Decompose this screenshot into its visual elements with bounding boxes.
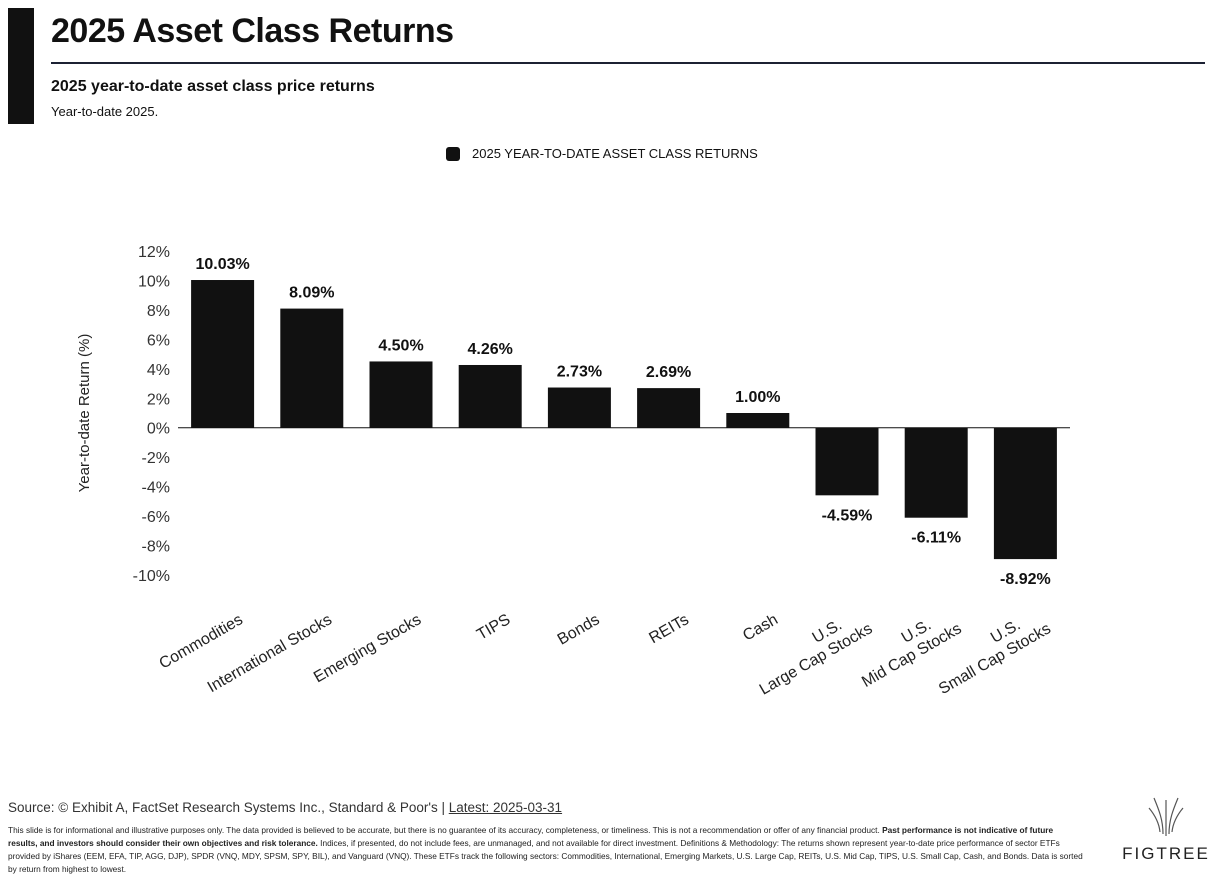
y-tick-label: -10% bbox=[133, 568, 170, 585]
data-label: 8.09% bbox=[289, 285, 334, 302]
bar bbox=[280, 308, 344, 428]
y-tick-label: -6% bbox=[142, 509, 170, 526]
disclaimer-bold-text: Past performance is not indicative of fu… bbox=[8, 825, 1054, 848]
x-tick-label: TIPS bbox=[474, 611, 513, 644]
disclaimer: This slide is for informational and illu… bbox=[8, 824, 1083, 876]
figtree-logo: FIGTREE bbox=[1118, 794, 1214, 866]
bar bbox=[904, 427, 968, 518]
bar bbox=[547, 387, 611, 428]
data-label: 2.73% bbox=[557, 364, 602, 381]
y-tick-label: 12% bbox=[138, 244, 170, 261]
source-date-link[interactable]: Latest: 2025-03-31 bbox=[448, 800, 563, 815]
x-tick-label-line: Bonds bbox=[555, 611, 603, 648]
chart-legend: 2025 YEAR-TO-DATE ASSET CLASS RETURNS bbox=[446, 146, 758, 161]
y-tick-label: 10% bbox=[138, 273, 170, 290]
bar bbox=[815, 427, 879, 496]
y-tick-label: 4% bbox=[147, 362, 170, 379]
x-tick-label: REITs bbox=[646, 611, 691, 647]
data-label: 2.69% bbox=[646, 364, 691, 381]
source-note: Source: © Exhibit A, FactSet Research Sy… bbox=[8, 800, 562, 815]
logo-wordmark: FIGTREE bbox=[1122, 844, 1210, 863]
y-tick-label: -2% bbox=[142, 450, 170, 467]
x-tick-label-line: TIPS bbox=[474, 611, 513, 644]
chart-subtitle: 2025 year-to-date asset class price retu… bbox=[51, 78, 375, 95]
bar bbox=[191, 280, 255, 428]
legend-label: 2025 YEAR-TO-DATE ASSET CLASS RETURNS bbox=[472, 146, 758, 161]
title-divider bbox=[51, 62, 1205, 64]
data-label: -8.92% bbox=[1000, 571, 1051, 588]
y-tick-label: 2% bbox=[147, 391, 170, 408]
y-tick-label: -8% bbox=[142, 539, 170, 556]
data-label: 1.00% bbox=[735, 389, 780, 406]
data-label: 4.50% bbox=[378, 337, 423, 354]
page-title: 2025 Asset Class Returns bbox=[51, 12, 454, 50]
x-tick-label: Cash bbox=[740, 611, 781, 644]
disclaimer-text-1: This slide is for informational and illu… bbox=[8, 825, 883, 835]
x-tick-label-line: REITs bbox=[646, 611, 691, 647]
bar bbox=[458, 364, 522, 428]
y-tick-label: 6% bbox=[147, 332, 170, 349]
data-label: 4.26% bbox=[468, 341, 513, 358]
data-label: 10.03% bbox=[195, 256, 249, 273]
period-note: Year-to-date 2025. bbox=[51, 104, 159, 119]
bar bbox=[369, 361, 433, 428]
bar bbox=[726, 413, 790, 428]
legend-swatch bbox=[446, 146, 460, 161]
bar-chart: 12% 10% 8% 6% 4% 2% 0% -2% -4% -6% -8% -10% Year-to-… bbox=[76, 244, 1070, 699]
x-tick-label-line: Commodities bbox=[156, 611, 245, 672]
y-tick-label: 8% bbox=[147, 303, 170, 320]
x-tick-label: U.S.Small Cap Stocks bbox=[927, 604, 1054, 698]
data-label: -4.59% bbox=[822, 507, 873, 524]
x-tick-label: Commodities bbox=[156, 611, 245, 672]
bar bbox=[637, 388, 701, 428]
x-tick-label-line: Cash bbox=[740, 611, 781, 644]
y-tick-label: 0% bbox=[147, 421, 170, 438]
source-text: Source: © Exhibit A, FactSet Research Sy… bbox=[8, 800, 449, 815]
figtree-logo-icon bbox=[1148, 797, 1184, 836]
x-tick-label: Bonds bbox=[555, 611, 603, 648]
disclaimer-text-2: Indices, if presented, do not include fe… bbox=[8, 838, 1083, 874]
header-accent-bar bbox=[8, 8, 34, 124]
y-axis-label: Year-to-date Return (%) bbox=[76, 334, 93, 493]
bar bbox=[993, 427, 1057, 560]
y-tick-label: -4% bbox=[142, 480, 170, 497]
data-label: -6.11% bbox=[911, 530, 961, 547]
